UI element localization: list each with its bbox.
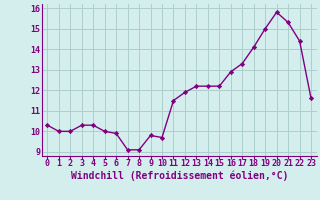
- X-axis label: Windchill (Refroidissement éolien,°C): Windchill (Refroidissement éolien,°C): [70, 171, 288, 181]
